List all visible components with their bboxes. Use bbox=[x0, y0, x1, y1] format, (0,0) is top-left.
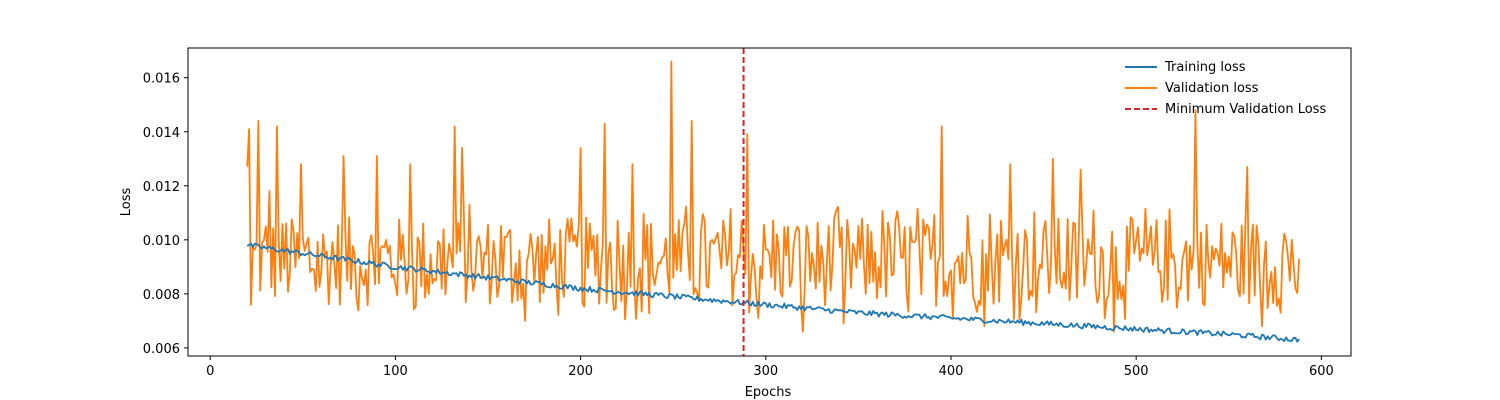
y-tick-label: 0.014 bbox=[143, 126, 180, 141]
x-axis: 0 100 200 300 400 500 600 bbox=[206, 356, 1334, 379]
y-tick-label: 0.006 bbox=[143, 342, 180, 357]
x-tick-label: 0 bbox=[206, 364, 214, 379]
y-axis-label: Loss bbox=[119, 188, 134, 217]
plot-area-frame bbox=[187, 47, 1352, 357]
data-layer bbox=[246, 48, 1301, 356]
legend-label-validation-loss: Validation loss bbox=[1165, 81, 1259, 96]
y-tick-label: 0.012 bbox=[143, 180, 180, 195]
series-line-validation-loss bbox=[246, 60, 1301, 333]
x-tick-label: 200 bbox=[568, 364, 593, 379]
x-tick-label: 400 bbox=[939, 364, 964, 379]
x-tick-label: 500 bbox=[1124, 364, 1149, 379]
x-tick-label: 100 bbox=[383, 364, 408, 379]
legend-label-training-loss: Training loss bbox=[1164, 60, 1246, 75]
x-axis-label: Epochs bbox=[745, 385, 792, 400]
y-tick-label: 0.008 bbox=[143, 288, 180, 303]
legend-label-min-val-loss: Minimum Validation Loss bbox=[1165, 102, 1326, 117]
y-axis: 0.006 0.008 0.010 0.012 0.014 0.016 bbox=[143, 72, 188, 357]
legend: Training loss Validation loss Minimum Va… bbox=[1125, 60, 1326, 117]
x-tick-label: 600 bbox=[1309, 364, 1334, 379]
y-tick-label: 0.010 bbox=[143, 234, 180, 249]
series-line-training-loss bbox=[246, 242, 1300, 343]
y-tick-label: 0.016 bbox=[143, 72, 180, 87]
x-tick-label: 300 bbox=[753, 364, 778, 379]
